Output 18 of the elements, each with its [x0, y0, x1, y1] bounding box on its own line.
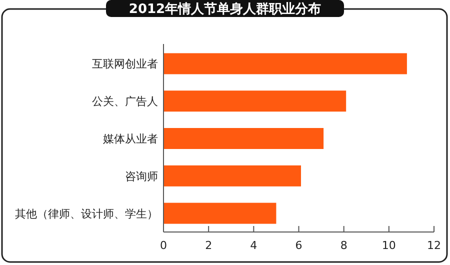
bar [164, 90, 346, 112]
y-tick-label: 媒体从业者 [103, 132, 158, 146]
x-tick-label: 6 [295, 239, 302, 252]
y-tick-label: 公关、广告人 [92, 95, 158, 108]
x-tick-label: 2 [205, 239, 212, 252]
y-tick-label: 咨询师 [125, 170, 158, 183]
x-tick-label: 0 [160, 239, 167, 252]
x-tick-label: 8 [340, 239, 348, 252]
bar [164, 128, 324, 149]
y-tick-label: 互联网创业者 [92, 58, 158, 71]
bar [164, 202, 276, 224]
x-tick-label: 4 [250, 239, 258, 252]
bar [164, 53, 407, 74]
bar [164, 165, 302, 186]
x-tick-label: 10 [382, 239, 396, 252]
chart-title: 2012年情人节单身人群职业分布 [128, 1, 322, 17]
x-tick-label: 12 [427, 239, 441, 252]
y-tick-label: 其他（律师、设计师、学生） [15, 207, 158, 220]
